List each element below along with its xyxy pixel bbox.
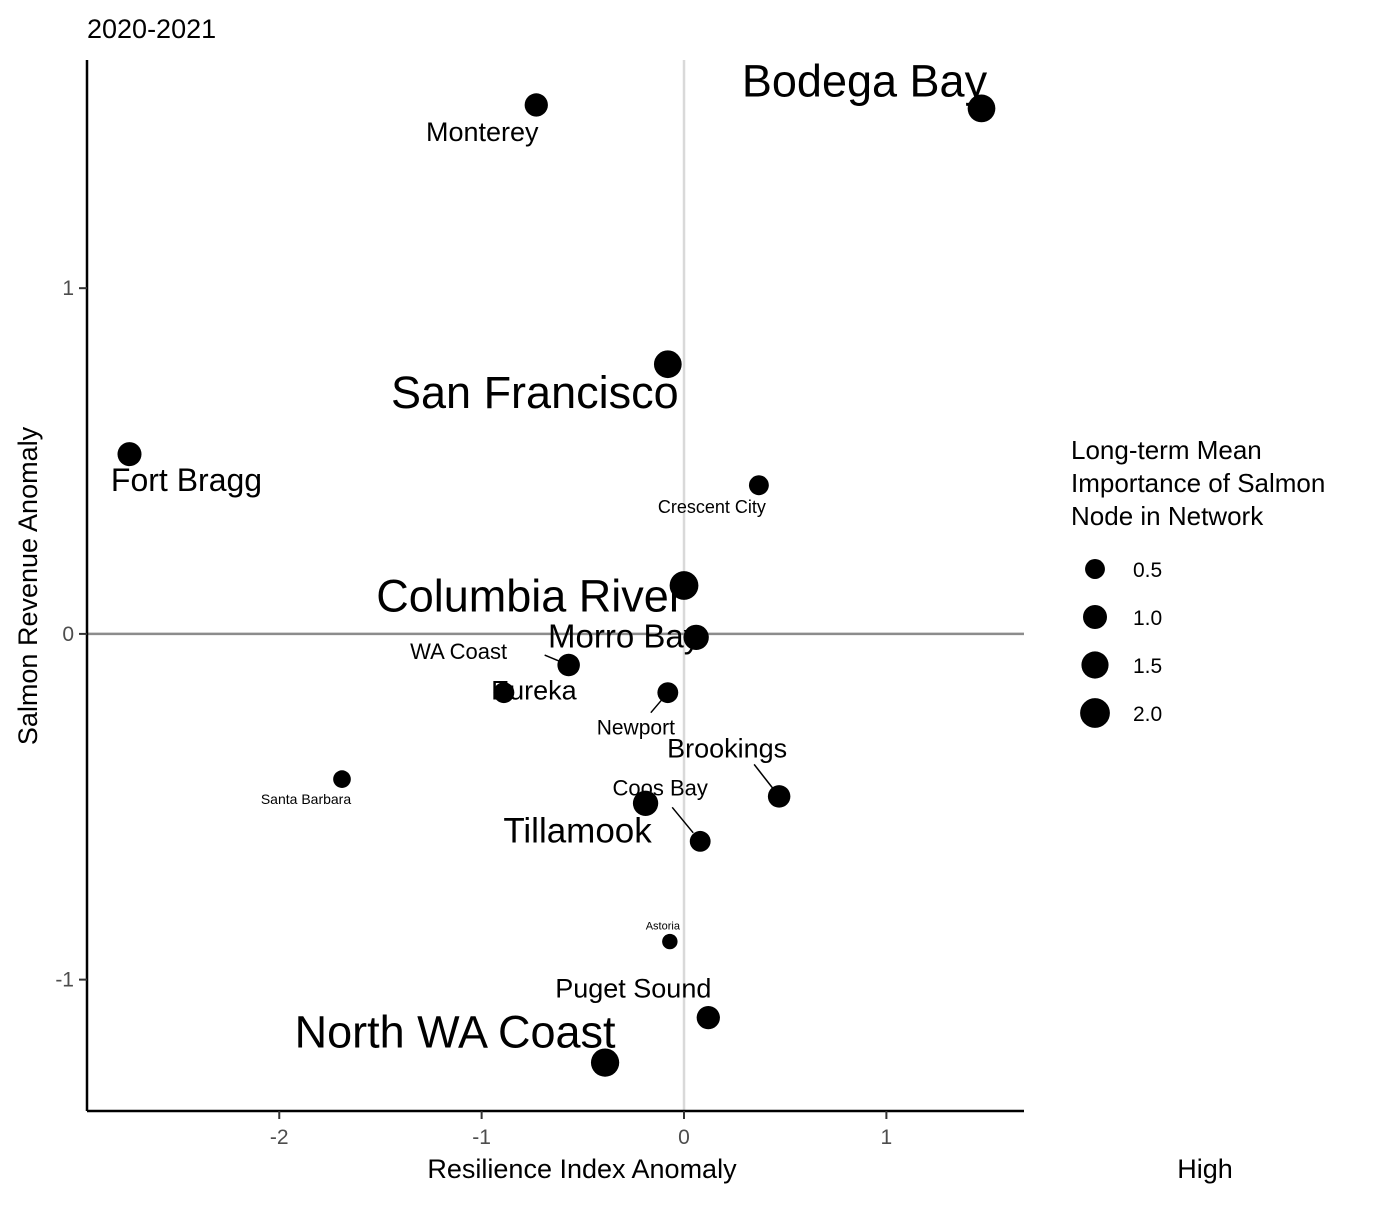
point-coos-bay bbox=[689, 830, 711, 852]
legend-key-label: 0.5 bbox=[1133, 559, 1162, 582]
point-label-monterey: Monterey bbox=[426, 117, 539, 147]
label-leader-line bbox=[671, 806, 694, 834]
point-astoria bbox=[662, 933, 678, 950]
legend-key-label: 2.0 bbox=[1133, 703, 1162, 726]
legend-key-circle bbox=[1085, 559, 1105, 579]
x-tick-label: -2 bbox=[270, 1126, 289, 1149]
legend-key-circle bbox=[1080, 698, 1110, 728]
point-fort-bragg bbox=[117, 442, 142, 467]
point-label-brookings: Brookings bbox=[667, 733, 787, 763]
y-tick-label: 0 bbox=[62, 623, 74, 646]
point-label-bodega-bay: Bodega Bay bbox=[742, 55, 988, 106]
plot-area: Bodega Bay Monterey San Francisco Fort Brag… bbox=[87, 55, 1024, 1111]
point-newport bbox=[657, 682, 679, 704]
x-tick-label: 1 bbox=[881, 1126, 893, 1149]
label-leader-line bbox=[544, 654, 563, 664]
point-santa-barbara bbox=[333, 770, 351, 788]
point-labels-layer: Bodega Bay Monterey San Francisco Fort Brag… bbox=[111, 55, 988, 1057]
point-label-columbia-river: Columbia River bbox=[376, 571, 684, 622]
point-tillamook bbox=[632, 790, 659, 816]
point-label-coos-bay: Coos Bay bbox=[613, 775, 708, 800]
point-brookings bbox=[767, 785, 791, 808]
y-axis-title: Salmon Revenue Anomaly bbox=[13, 426, 43, 745]
point-crescent-city bbox=[748, 475, 769, 496]
x-axis-title: Resilience Index Anomaly bbox=[427, 1154, 737, 1184]
point-label-crescent-city: Crescent City bbox=[658, 497, 766, 517]
point-puget-sound bbox=[696, 1006, 720, 1030]
point-label-santa-barbara: Santa Barbara bbox=[261, 791, 351, 807]
legend-title-line-2: Importance of Salmon bbox=[1071, 468, 1325, 498]
point-bodega-bay bbox=[967, 94, 996, 123]
y-tick-label: 1 bbox=[62, 277, 74, 300]
point-north-wa-coast bbox=[590, 1048, 620, 1077]
point-label-tillamook: Tillamook bbox=[503, 811, 652, 850]
point-label-san-francisco: San Francisco bbox=[391, 367, 679, 418]
legend-key-circle bbox=[1081, 651, 1109, 679]
x-axis-ticks: -2 -1 0 1 bbox=[270, 1111, 892, 1149]
point-eureka bbox=[493, 682, 515, 704]
legend-title-line-1: Long-term Mean bbox=[1071, 435, 1262, 465]
legend-keys: 0.5 1.0 1.5 2.0 bbox=[1080, 559, 1162, 728]
label-leader-line bbox=[753, 763, 774, 789]
legend-key-label: 1.5 bbox=[1133, 655, 1162, 678]
legend: Long-term Mean Importance of Salmon Node… bbox=[1071, 435, 1325, 728]
point-monterey bbox=[524, 93, 548, 117]
y-tick-label: -1 bbox=[55, 969, 74, 992]
legend-key-label: 1.0 bbox=[1133, 607, 1162, 630]
y-axis-ticks: -1 0 1 bbox=[55, 277, 87, 992]
points-layer bbox=[117, 93, 996, 1077]
label-leader-line bbox=[650, 697, 665, 714]
corner-label: High bbox=[1177, 1154, 1233, 1184]
point-label-astoria: Astoria bbox=[646, 921, 681, 933]
point-morro-bay bbox=[683, 624, 709, 651]
point-san-francisco bbox=[653, 350, 682, 379]
point-columbia-river bbox=[669, 571, 699, 600]
point-label-fort-bragg: Fort Bragg bbox=[111, 462, 262, 498]
point-label-puget-sound: Puget Sound bbox=[555, 974, 711, 1004]
point-label-north-wa-coast: North WA Coast bbox=[295, 1007, 616, 1058]
x-tick-label: -1 bbox=[472, 1126, 491, 1149]
point-label-eureka: Eureka bbox=[491, 676, 578, 706]
point-label-morro-bay: Morro Bay bbox=[548, 617, 701, 654]
x-tick-label: 0 bbox=[678, 1126, 690, 1149]
chart-title: 2020-2021 bbox=[87, 14, 216, 44]
legend-title-line-3: Node in Network bbox=[1071, 501, 1264, 531]
point-wa-coast bbox=[557, 653, 580, 677]
point-label-newport: Newport bbox=[597, 717, 675, 740]
point-label-wa-coast: WA Coast bbox=[410, 639, 507, 664]
legend-key-circle bbox=[1083, 605, 1107, 629]
